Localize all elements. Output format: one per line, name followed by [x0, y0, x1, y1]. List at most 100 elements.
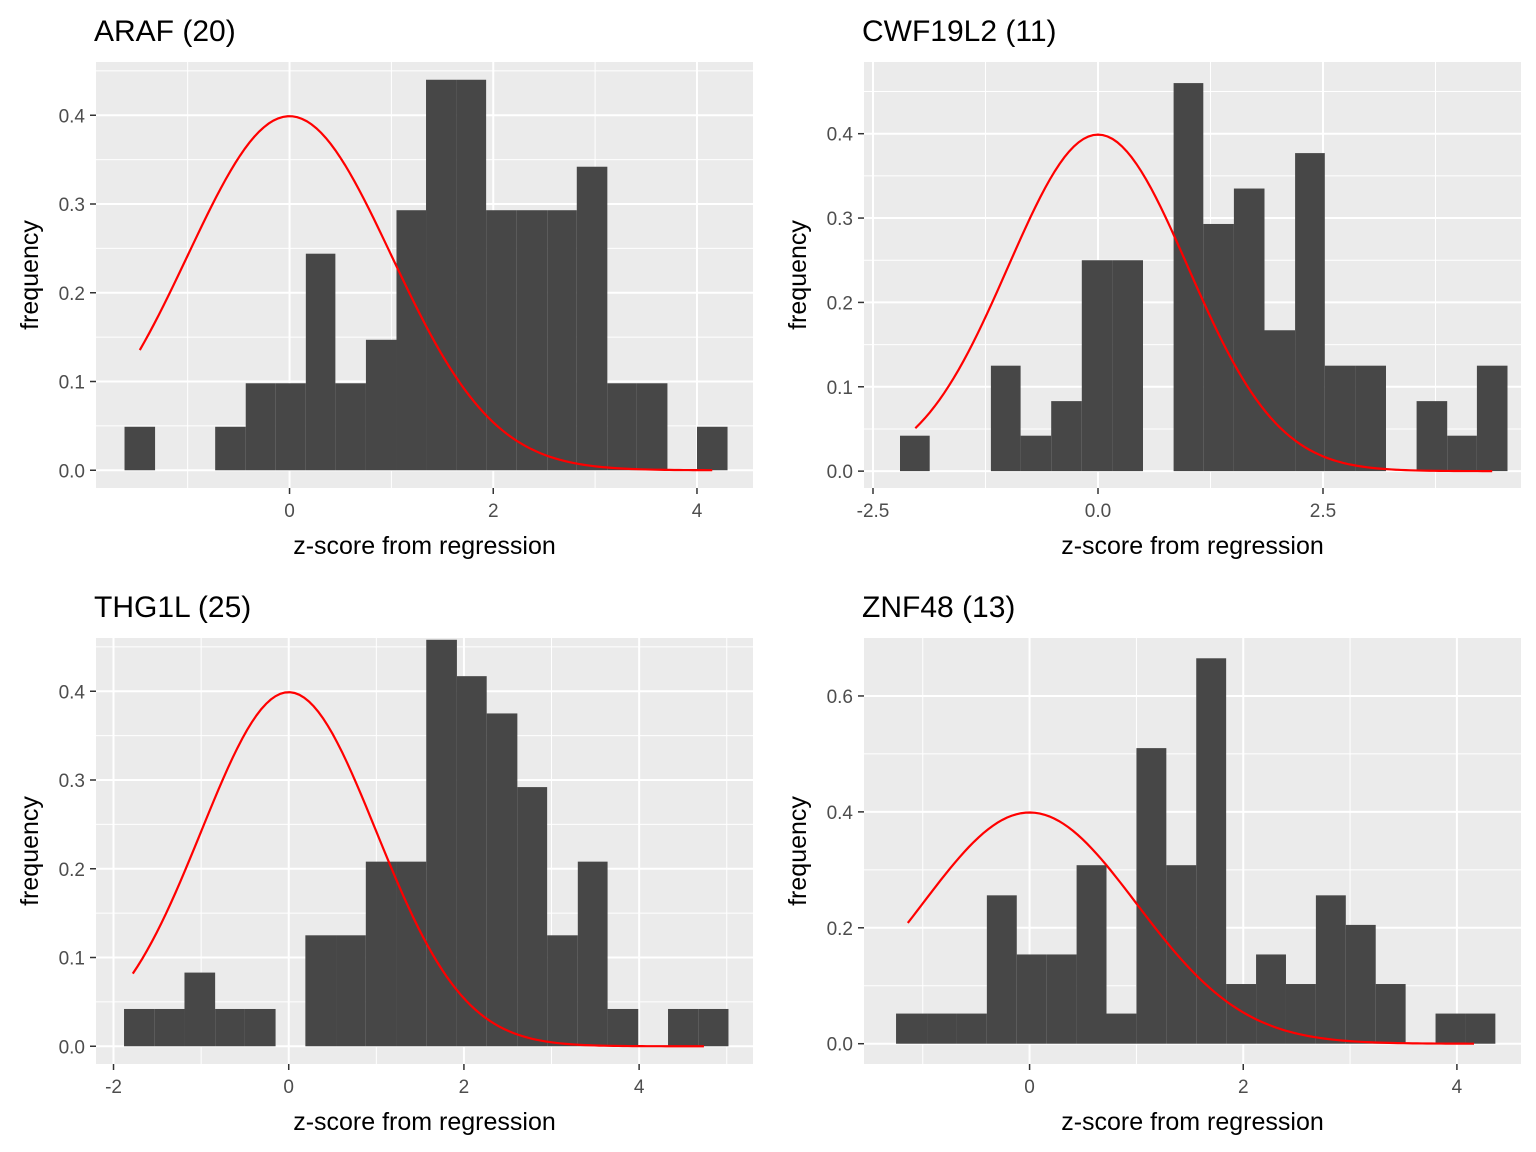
- chart-title: ARAF (20): [94, 15, 236, 48]
- y-axis-label: frequency: [16, 796, 44, 906]
- y-tick-label: 0.6: [827, 687, 853, 708]
- panel-thg1l: -2 0 2 4 0.0 0.1 0.2 0.3 0.4 THG1L (25) z-score fr…: [16, 591, 753, 1136]
- x-tick-label: 0: [284, 501, 295, 522]
- histogram-bar: [1106, 1013, 1137, 1044]
- histogram-bar: [1324, 365, 1356, 472]
- chart-title: ZNF48 (13): [862, 591, 1015, 624]
- x-tick-label: 0: [1024, 1077, 1035, 1098]
- y-tick-label: 0.2: [59, 284, 85, 305]
- y-tick-label: 0.2: [59, 860, 85, 881]
- y-axis-label: frequency: [784, 796, 812, 906]
- histogram-bar: [547, 935, 578, 1047]
- x-tick-label: 4: [692, 501, 703, 522]
- y-tick-label: 0.0: [59, 1037, 85, 1058]
- x-axis-label: z-score from regression: [1061, 532, 1324, 560]
- y-tick-label: 0.0: [59, 461, 85, 482]
- histogram-bar: [1264, 330, 1296, 472]
- chart-title: CWF19L2 (11): [862, 15, 1057, 48]
- histogram-bar: [154, 1008, 185, 1047]
- histogram-bar: [365, 861, 397, 1047]
- histogram-bar: [426, 79, 457, 471]
- histogram-bar: [426, 639, 457, 1047]
- x-tick-label: 0: [283, 1077, 294, 1098]
- histogram-bar: [896, 1013, 928, 1044]
- histogram-bar: [1375, 984, 1406, 1044]
- y-tick-label: 0.2: [827, 293, 853, 314]
- histogram-bar: [486, 713, 518, 1047]
- x-tick-label: 2: [459, 1077, 470, 1098]
- histogram-bar: [990, 365, 1021, 472]
- histogram-bar: [124, 426, 156, 471]
- normal-density-curve: [138, 115, 713, 472]
- histogram-bar: [275, 383, 306, 471]
- histogram-bar: [668, 1008, 699, 1047]
- histogram-bar: [1051, 401, 1082, 472]
- histogram-bar: [336, 935, 366, 1047]
- x-tick-label: -2.5: [857, 501, 890, 522]
- x-tick-label: 2: [1238, 1077, 1249, 1098]
- histogram-bar: [215, 1008, 245, 1047]
- histogram-bar: [698, 1008, 729, 1047]
- y-tick-label: 0.4: [59, 106, 86, 127]
- histogram-bar: [547, 210, 577, 471]
- histogram-bar: [1295, 153, 1325, 472]
- histogram-bar: [576, 166, 608, 471]
- x-tick-label: 4: [634, 1077, 645, 1098]
- histogram-bar: [486, 210, 517, 471]
- y-tick-label: 0.1: [59, 949, 85, 970]
- histogram-bar: [636, 383, 668, 471]
- histogram-bar: [305, 253, 336, 471]
- histogram-bar: [244, 1008, 276, 1047]
- normal-density-curve: [906, 811, 1474, 1045]
- histogram-bar: [335, 383, 366, 471]
- y-tick-label: 0.3: [59, 195, 85, 216]
- x-tick-label: 0.0: [1085, 501, 1111, 522]
- histogram-bar: [456, 676, 487, 1047]
- normal-density-curve: [131, 691, 704, 1048]
- x-axis-label: z-score from regression: [293, 1108, 556, 1136]
- histogram-bar: [516, 210, 548, 471]
- histogram-bar: [1447, 435, 1477, 472]
- normal-density-curve: [914, 133, 1493, 473]
- histogram-bar: [1226, 984, 1257, 1044]
- x-tick-label: -2: [105, 1077, 122, 1098]
- histogram-bar: [456, 79, 487, 471]
- histogram-bar: [124, 1008, 155, 1047]
- y-axis-label: frequency: [784, 220, 812, 330]
- histogram-bar: [184, 972, 216, 1047]
- x-tick-label: 2.5: [1310, 501, 1336, 522]
- panel-araf: 0 2 4 0.0 0.1 0.2 0.3 0.4 ARAF (20) z-score from …: [16, 15, 753, 560]
- y-tick-label: 0.0: [827, 462, 853, 483]
- histogram-bar: [215, 426, 246, 471]
- panel-znf48: 0 2 4 0.0 0.2 0.4 0.6 ZNF48 (13) z-score from re…: [784, 591, 1521, 1136]
- histogram-bar: [956, 1013, 987, 1044]
- histogram-bar: [1112, 260, 1143, 472]
- histogram-bar: [1476, 365, 1508, 472]
- histogram-bar: [986, 895, 1017, 1044]
- x-tick-label: 2: [488, 501, 499, 522]
- histogram-bar: [1081, 260, 1113, 472]
- histogram-bar: [607, 1008, 639, 1047]
- y-tick-label: 0.3: [59, 771, 85, 792]
- histogram-bar: [1435, 1013, 1466, 1044]
- histogram-bar: [245, 383, 276, 471]
- histogram-bar: [1355, 365, 1386, 472]
- y-tick-label: 0.0: [827, 1035, 853, 1056]
- histogram-bar: [1345, 924, 1376, 1044]
- histogram-bar: [927, 1013, 957, 1044]
- histogram-bar: [1076, 865, 1107, 1044]
- histogram-bar: [1020, 435, 1052, 472]
- histogram-bar: [1315, 895, 1346, 1044]
- y-tick-label: 0.1: [827, 378, 853, 399]
- histogram-bar: [396, 210, 427, 471]
- histogram-bar: [1173, 83, 1204, 472]
- y-tick-label: 0.4: [827, 125, 854, 146]
- y-tick-label: 0.4: [827, 803, 854, 824]
- y-axis-label: frequency: [16, 220, 44, 330]
- histogram-bar: [1166, 865, 1197, 1044]
- histogram-bar: [1233, 188, 1265, 472]
- histogram-bar: [900, 435, 930, 472]
- histogram-bar: [365, 339, 397, 471]
